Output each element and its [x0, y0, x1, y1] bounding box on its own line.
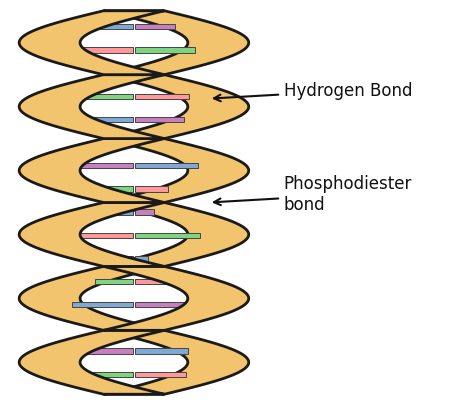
Bar — [136, 256, 148, 261]
Polygon shape — [103, 202, 249, 266]
Polygon shape — [24, 330, 160, 394]
Bar — [136, 348, 188, 354]
Polygon shape — [24, 11, 160, 75]
Polygon shape — [19, 11, 164, 75]
Polygon shape — [19, 139, 164, 202]
Polygon shape — [24, 202, 160, 266]
Bar — [114, 209, 133, 215]
Bar — [136, 302, 196, 307]
Bar — [92, 24, 133, 29]
Polygon shape — [103, 330, 249, 394]
Polygon shape — [103, 75, 249, 139]
Bar — [136, 163, 198, 168]
Bar — [82, 372, 133, 377]
Polygon shape — [108, 202, 244, 266]
Polygon shape — [24, 75, 160, 139]
Bar — [68, 232, 133, 238]
Bar — [72, 302, 133, 307]
Polygon shape — [24, 266, 160, 330]
Polygon shape — [24, 139, 160, 202]
Bar — [79, 94, 133, 99]
Polygon shape — [108, 11, 244, 75]
Bar — [70, 163, 133, 168]
Polygon shape — [19, 202, 164, 266]
Polygon shape — [108, 266, 244, 330]
Bar — [136, 186, 168, 192]
Polygon shape — [108, 330, 244, 394]
Polygon shape — [19, 75, 164, 139]
Bar — [73, 47, 133, 53]
Bar — [100, 186, 133, 192]
Polygon shape — [108, 139, 244, 202]
Bar — [136, 372, 186, 377]
Polygon shape — [19, 330, 164, 394]
Text: Phosphodiester
bond: Phosphodiester bond — [214, 175, 412, 214]
Bar — [80, 348, 133, 354]
Bar — [136, 209, 154, 215]
Polygon shape — [108, 75, 244, 139]
Bar — [136, 94, 189, 99]
Bar — [95, 279, 133, 284]
Bar — [120, 256, 133, 261]
Text: Hydrogen Bond: Hydrogen Bond — [214, 82, 412, 101]
Bar — [84, 117, 133, 122]
Bar — [136, 117, 184, 122]
Bar — [136, 47, 195, 53]
Bar — [136, 279, 173, 284]
Bar — [136, 24, 175, 29]
Bar — [136, 232, 200, 238]
Polygon shape — [103, 139, 249, 202]
Polygon shape — [103, 266, 249, 330]
Polygon shape — [19, 266, 164, 330]
Polygon shape — [103, 11, 249, 75]
